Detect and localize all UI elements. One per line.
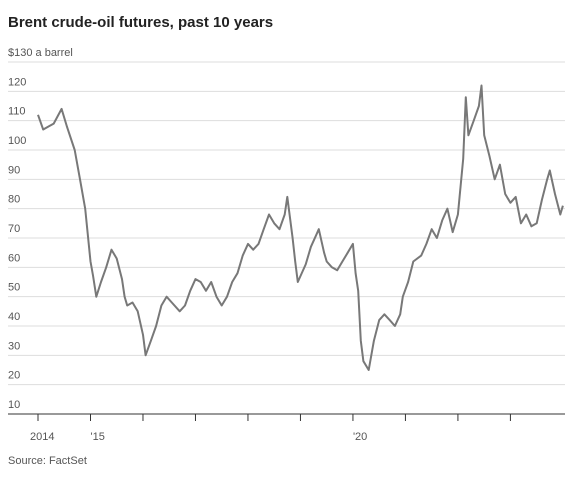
- y-tick-label: $130 a barrel: [8, 47, 73, 59]
- chart-title: Brent crude-oil futures, past 10 years: [8, 14, 273, 31]
- y-tick-label: 50: [8, 282, 20, 294]
- y-tick-label: 20: [8, 370, 20, 382]
- y-tick-label: 30: [8, 340, 20, 352]
- y-tick-label: 90: [8, 164, 20, 176]
- y-tick-label: 60: [8, 252, 20, 264]
- y-tick-label: 40: [8, 311, 20, 323]
- source: Source: FactSet: [8, 455, 87, 467]
- price-line: [37, 84, 564, 371]
- y-tick-label: 80: [8, 194, 20, 206]
- y-tick-label: 10: [8, 399, 20, 411]
- y-tick-label: 120: [8, 76, 26, 88]
- y-tick-label: 70: [8, 223, 20, 235]
- x-tick-label: 2014: [30, 431, 54, 443]
- y-tick-label: 100: [8, 135, 26, 147]
- x-tick-label: '15: [90, 431, 104, 443]
- x-tick-label: '20: [353, 431, 367, 443]
- y-tick-label: 110: [8, 106, 26, 118]
